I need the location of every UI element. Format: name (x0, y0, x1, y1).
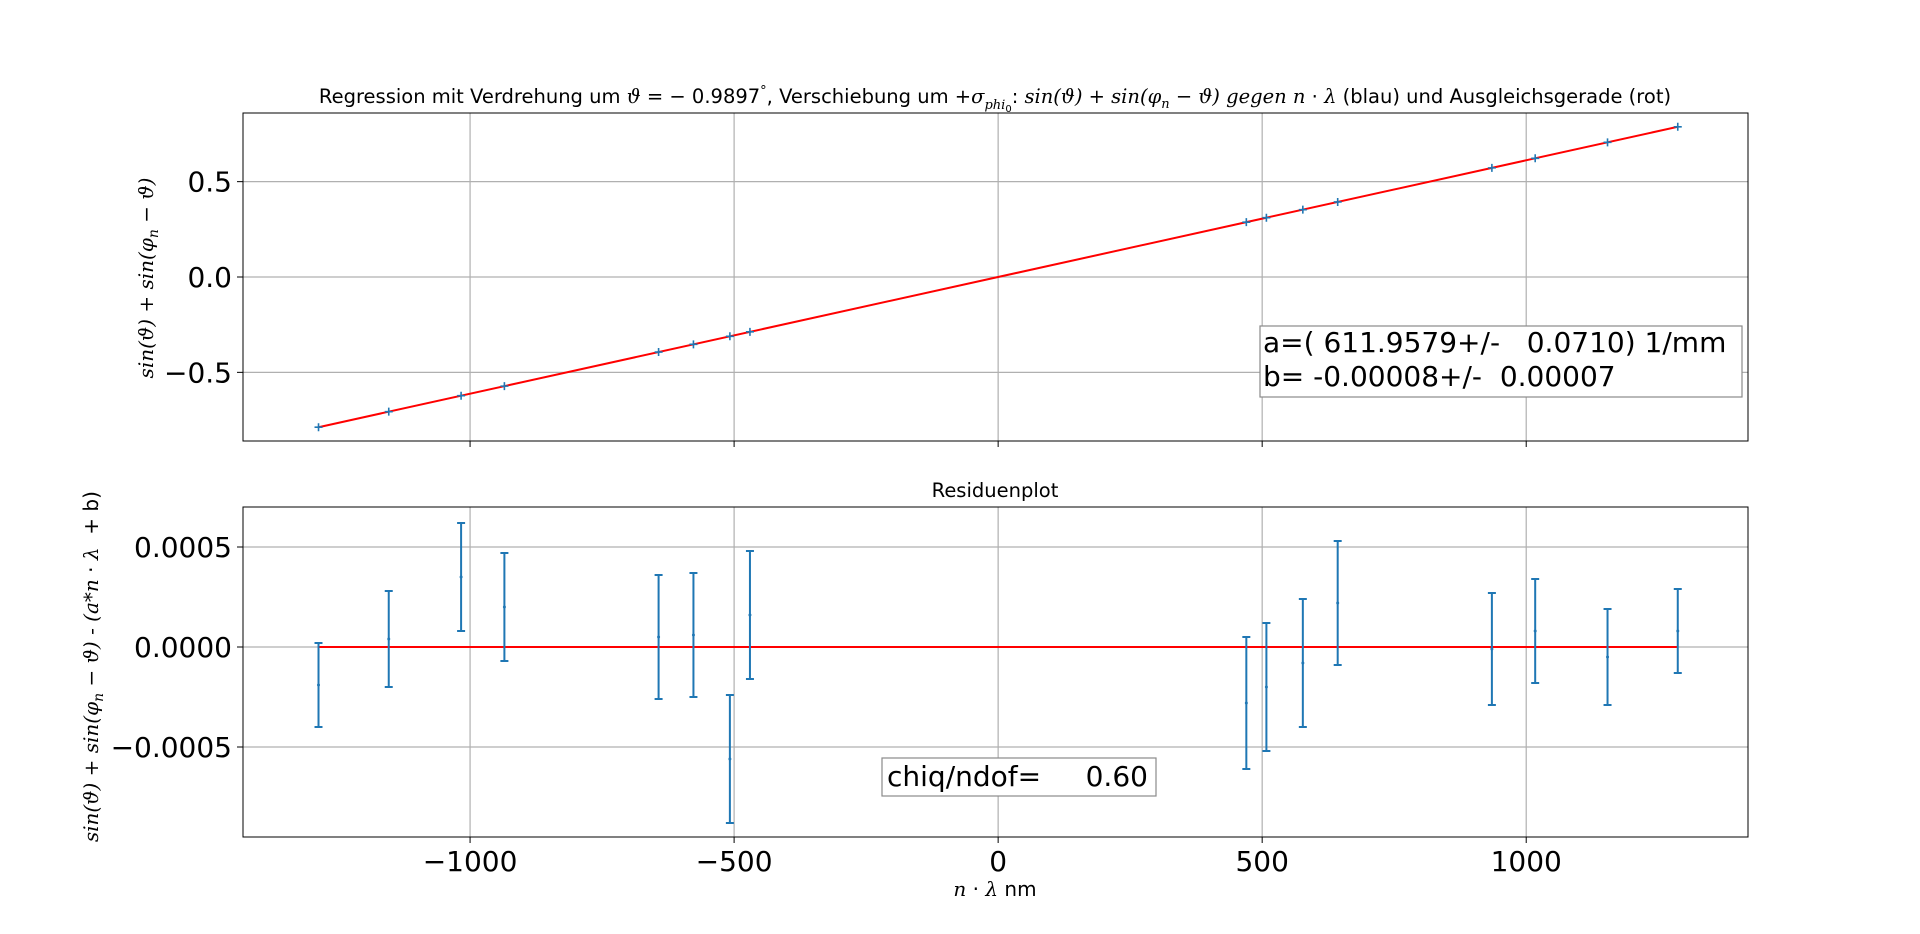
x-tick-label: −1000 (423, 845, 518, 878)
y-tick-labels: 0.5 0.0 −0.5 (164, 166, 243, 389)
data-point (1673, 122, 1682, 131)
annotation-box (1259, 325, 1743, 398)
data-point (502, 605, 506, 609)
data-point (691, 633, 695, 637)
y-tick-label: 0.0005 (134, 531, 232, 564)
data-point (1531, 154, 1540, 163)
x-tick-label: −500 (696, 845, 773, 878)
regression-panel: 0.5 0.0 −0.5 Regression mit Verdrehung um … (134, 84, 1749, 447)
data-point (1676, 629, 1680, 633)
data-points (314, 122, 1682, 432)
residual-points (314, 522, 1682, 824)
annotation-b: b= -0.00008+/- 0.00007 (1263, 360, 1616, 393)
y-tick-label: −0.0005 (111, 731, 232, 764)
data-point (314, 423, 323, 432)
data-point (1603, 138, 1612, 147)
annotation-a: a=( 611.9579+/- 0.0710) 1/mm (1263, 326, 1726, 359)
data-point (657, 635, 661, 639)
y-tick-label: 0.0 (187, 261, 232, 294)
data-point (748, 613, 752, 617)
data-point (457, 391, 466, 400)
data-point (689, 340, 698, 349)
y-axis-label: sin(ϑ) + sin(φn − ϑ) - (a*n · λ + b) (79, 459, 107, 886)
x-tick-marks (469, 441, 1527, 447)
chart-title: Regression mit Verdrehung um ϑ = − 0.989… (319, 84, 1671, 115)
x-axis-label: n · λ nm (953, 877, 1036, 901)
y-axis-label: sin(ϑ) + sin(φn − ϑ) (134, 178, 162, 379)
x-tick-label: 1000 (1491, 845, 1562, 878)
annotation-box (881, 757, 1157, 797)
x-tick-label: 500 (1235, 845, 1288, 878)
data-point (1336, 601, 1340, 605)
residual-panel: 0.0005 0.0000 −0.0005 −1000 −500 0 500 1000 Re… (79, 459, 1749, 901)
data-point (1606, 655, 1610, 659)
data-point (459, 575, 463, 579)
data-point (1264, 685, 1268, 689)
data-point (387, 637, 391, 641)
data-point (1262, 213, 1271, 222)
x-tick-label: 0 (989, 845, 1007, 878)
y-tick-labels: 0.0005 0.0000 −0.0005 (111, 531, 243, 764)
data-point (1301, 661, 1305, 665)
chiq-ndof: chiq/ndof= 0.60 (887, 760, 1148, 793)
data-point (1490, 647, 1494, 651)
data-point (317, 683, 321, 687)
data-point (654, 348, 663, 357)
data-point (1298, 205, 1307, 214)
data-point (745, 327, 754, 336)
data-point (1533, 629, 1537, 633)
plot-frame (242, 506, 1749, 838)
y-tick-label: −0.5 (164, 356, 232, 389)
y-tick-label: 0.5 (187, 166, 232, 199)
y-tick-label: 0.0000 (134, 631, 232, 664)
data-point (725, 332, 734, 341)
data-point (500, 382, 509, 391)
data-point (1242, 218, 1251, 227)
residual-title: Residuenplot (932, 479, 1059, 502)
fit-line (318, 125, 1678, 429)
data-point (1244, 701, 1248, 705)
data-point (728, 757, 732, 761)
data-point (1333, 197, 1342, 206)
data-point (1487, 163, 1496, 172)
data-point (384, 407, 393, 416)
x-tick-labels: −1000 −500 0 500 1000 (423, 837, 1562, 878)
